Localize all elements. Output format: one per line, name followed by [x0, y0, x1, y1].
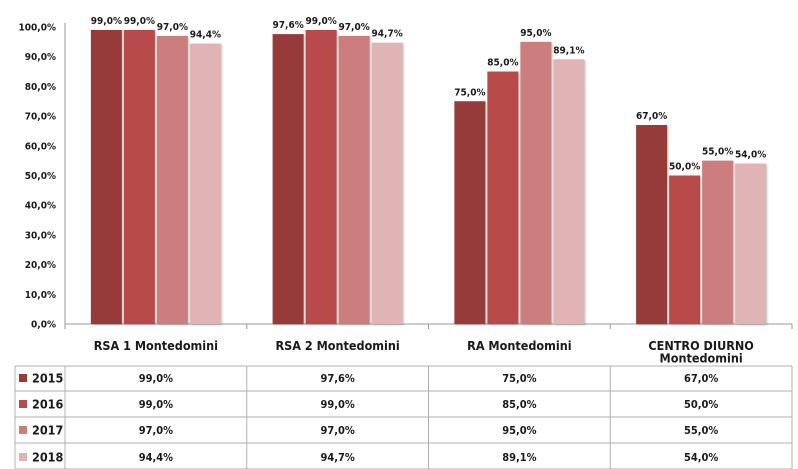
bar	[305, 29, 337, 324]
bar	[520, 41, 552, 324]
bar	[669, 175, 701, 324]
data-label: 97,0%	[339, 22, 370, 33]
bar	[553, 59, 585, 325]
x-tick-label: CENTRO DIURNO	[648, 338, 753, 353]
table-cell: 94,4%	[139, 451, 173, 464]
legend-swatch	[19, 400, 27, 408]
table-cell: 50,0%	[684, 398, 718, 411]
bar	[454, 101, 486, 324]
bar	[487, 71, 519, 324]
legend-swatch	[19, 374, 27, 382]
legend-label: 2015	[32, 371, 63, 386]
table-cell: 97,0%	[139, 424, 173, 437]
data-label: 55,0%	[702, 147, 733, 158]
table-cell: 85,0%	[502, 398, 536, 411]
table-cell: 94,7%	[320, 451, 354, 464]
data-label: 54,0%	[735, 150, 766, 161]
legend-label: 2016	[32, 397, 63, 412]
table-cell: 67,0%	[684, 372, 718, 385]
bar	[636, 125, 668, 324]
table-cell: 54,0%	[684, 451, 718, 464]
data-label: 94,4%	[190, 30, 221, 41]
bar	[90, 29, 122, 324]
y-tick-label: 10,0%	[25, 290, 56, 301]
table-cell: 89,1%	[502, 451, 536, 464]
data-label: 75,0%	[454, 87, 485, 98]
y-tick-label: 0,0%	[31, 320, 56, 331]
bar	[156, 35, 188, 324]
table-cell: 99,0%	[320, 398, 354, 411]
bar	[272, 34, 304, 325]
bar	[735, 163, 767, 324]
legend-swatch	[19, 426, 27, 434]
legend-swatch	[19, 453, 27, 461]
data-label: 99,0%	[91, 16, 122, 27]
y-tick-label: 50,0%	[25, 171, 56, 182]
legend-label: 2018	[32, 450, 63, 465]
data-label: 99,0%	[306, 16, 337, 27]
y-tick-label: 40,0%	[25, 201, 56, 212]
legend-label: 2017	[32, 423, 63, 438]
x-tick-label: Montedomini	[660, 351, 743, 366]
table-cell: 99,0%	[139, 398, 173, 411]
bar	[123, 29, 155, 324]
x-tick-label: RSA 1 Montedomini	[94, 338, 218, 353]
data-label: 97,6%	[273, 20, 304, 31]
bar	[702, 160, 734, 324]
y-tick-label: 90,0%	[25, 52, 56, 63]
data-label: 67,0%	[636, 111, 667, 122]
data-label: 97,0%	[157, 22, 188, 33]
table-cell: 99,0%	[139, 372, 173, 385]
y-tick-label: 80,0%	[25, 82, 56, 93]
table-cell: 97,0%	[320, 424, 354, 437]
table-cell: 55,0%	[684, 424, 718, 437]
data-label: 95,0%	[520, 28, 551, 39]
data-label: 99,0%	[124, 16, 155, 27]
y-tick-label: 30,0%	[25, 230, 56, 241]
bar	[371, 42, 403, 325]
x-tick-label: RA Montedomini	[467, 338, 571, 353]
data-label: 89,1%	[553, 45, 584, 56]
data-label: 50,0%	[669, 162, 700, 173]
table-cell: 75,0%	[502, 372, 536, 385]
y-tick-label: 20,0%	[25, 260, 56, 271]
x-tick-label: RSA 2 Montedomini	[275, 338, 399, 353]
bar	[189, 43, 221, 325]
table-cell: 95,0%	[502, 424, 536, 437]
bar	[338, 35, 370, 324]
y-tick-label: 60,0%	[25, 141, 56, 152]
y-tick-label: 100,0%	[19, 23, 56, 34]
data-label: 85,0%	[487, 58, 518, 69]
y-tick-label: 70,0%	[25, 112, 56, 123]
data-label: 94,7%	[372, 29, 403, 40]
table-cell: 97,6%	[320, 372, 354, 385]
